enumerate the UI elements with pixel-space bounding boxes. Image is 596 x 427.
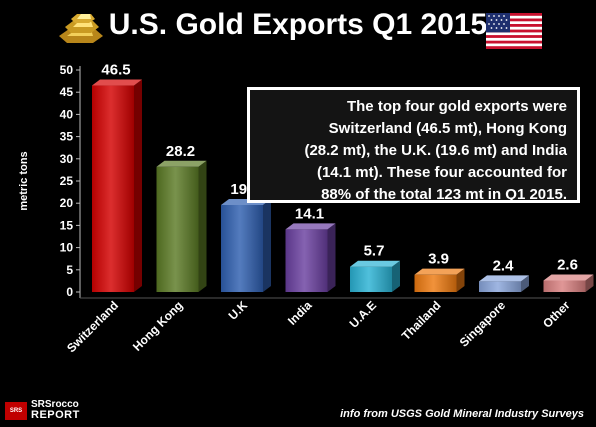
data-label: 46.5	[101, 62, 130, 79]
bar-u-k	[221, 204, 263, 292]
annotation-line: Switzerland (46.5 mt), Hong Kong	[328, 120, 567, 137]
bar-other	[543, 280, 586, 292]
logo-text: SRSrocco	[31, 399, 79, 410]
data-label: 28.2	[166, 143, 195, 160]
y-tick-label: 45	[60, 85, 74, 99]
annotation-line: 88% of the total 123 mt in Q1 2015.	[321, 186, 567, 203]
bar-side-face	[134, 79, 142, 292]
x-tick-label: Other	[540, 298, 573, 331]
y-tick-label: 50	[60, 63, 74, 77]
bar-side-face	[263, 198, 271, 292]
y-tick-label: 5	[66, 263, 73, 277]
y-tick-label: 20	[60, 196, 74, 210]
annotation-line: (14.1 mt). These four accounted for	[316, 164, 567, 181]
bar-top-face	[479, 275, 529, 282]
bar-top-face	[156, 160, 207, 167]
logo-mark: SRS	[5, 402, 27, 420]
gold-bars-icon	[59, 14, 103, 43]
logo-text-report: REPORT	[31, 409, 80, 421]
bar-u-a-e	[350, 266, 392, 292]
bar-singapore	[479, 281, 521, 292]
data-label: 14.1	[295, 205, 324, 222]
bar-hong-kong	[156, 166, 199, 292]
x-tick-label: Switzerland	[64, 298, 121, 355]
data-label: 5.7	[364, 243, 385, 260]
x-tick-label: India	[285, 298, 315, 328]
y-tick-label: 35	[60, 130, 74, 144]
x-tick-label: U.A.E	[347, 298, 380, 331]
x-tick-label: U.K	[226, 298, 251, 323]
bar-side-face	[392, 260, 400, 292]
bar-top-face	[285, 223, 336, 230]
bar-thailand	[414, 274, 457, 292]
bar-india	[285, 229, 328, 292]
x-tick-label: Singapore	[457, 298, 509, 350]
x-tick-label: Hong Kong	[130, 298, 186, 354]
annotation-box: The top four gold exports were Switzerla…	[247, 87, 580, 203]
bar-top-face	[350, 260, 400, 267]
bar-top-face	[92, 79, 142, 86]
bar-side-face	[456, 268, 465, 292]
bar-side-face	[585, 274, 594, 292]
bar-top-face	[543, 274, 594, 281]
data-label: 2.6	[557, 256, 578, 273]
y-tick-label: 30	[60, 152, 74, 166]
x-tick-label: Thailand	[399, 298, 444, 343]
y-tick-label: 40	[60, 107, 74, 121]
us-flag-icon	[486, 13, 542, 49]
source-note: info from USGS Gold Mineral Industry Sur…	[340, 408, 584, 420]
annotation-line: The top four gold exports were	[346, 98, 567, 115]
y-tick-label: 10	[60, 241, 74, 255]
bar-side-face	[198, 160, 207, 292]
data-label: 3.9	[428, 251, 449, 268]
annotation-line: (28.2 mt), the U.K. (19.6 mt) and India	[304, 142, 567, 159]
bar-top-face	[414, 268, 465, 275]
y-tick-label: 15	[60, 218, 74, 232]
bar-side-face	[327, 223, 336, 292]
y-tick-label: 25	[60, 174, 74, 188]
y-axis-label: metric tons	[18, 151, 30, 210]
data-label: 2.4	[493, 257, 515, 274]
y-tick-label: 0	[66, 285, 73, 299]
bar-switzerland	[92, 85, 134, 292]
bar-side-face	[521, 275, 529, 292]
page-title: U.S. Gold Exports Q1 2015	[108, 8, 488, 41]
srsrocco-logo: SRS SRSrocco REPORT	[5, 399, 103, 421]
